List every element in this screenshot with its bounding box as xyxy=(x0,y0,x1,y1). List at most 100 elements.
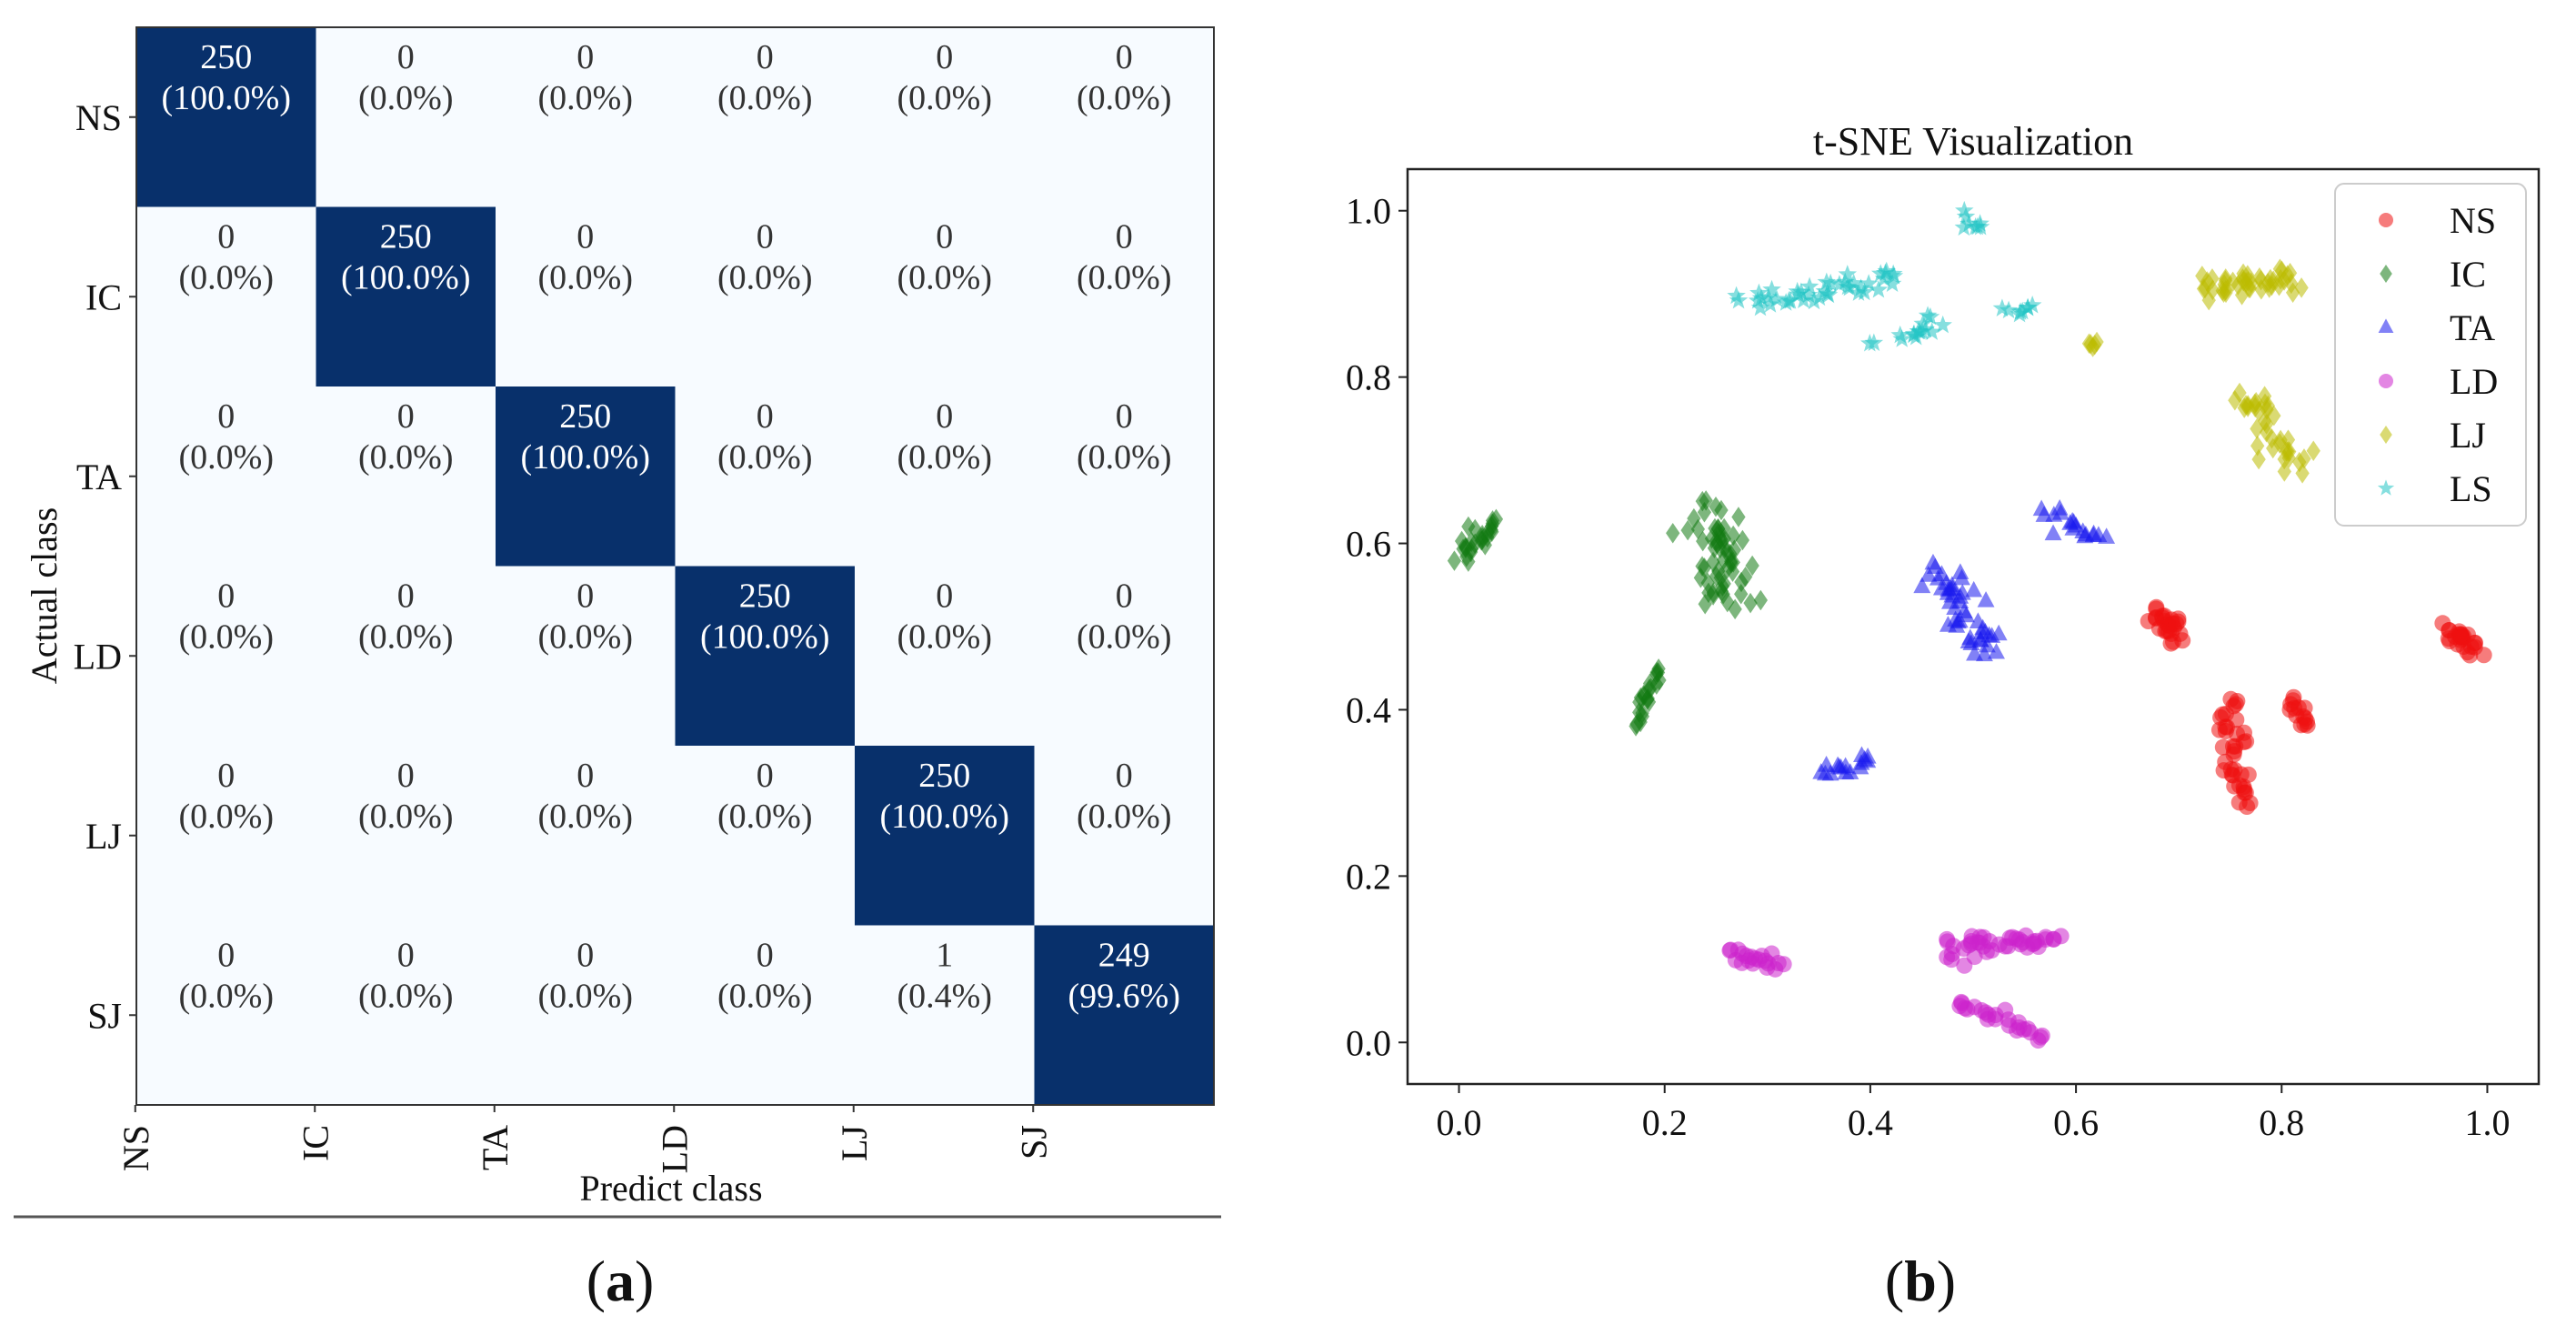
tsne-point xyxy=(1913,577,1931,594)
tsne-point xyxy=(1461,516,1476,537)
tsne-point xyxy=(1849,283,1869,301)
cm-cell-count: 0 xyxy=(576,218,594,256)
cm-cell-count: 0 xyxy=(1116,577,1133,616)
cm-cell-percent: (100.0%) xyxy=(162,79,291,117)
cm-x-axis-label: Predict class xyxy=(579,1168,762,1209)
cm-cell xyxy=(855,566,1035,746)
tsne-y-tick-label: 1.0 xyxy=(1346,191,1391,232)
tsne-point xyxy=(1718,537,1732,558)
tsne-y-tick-label: 0.6 xyxy=(1346,524,1391,565)
cm-cell xyxy=(496,386,676,567)
tsne-point xyxy=(1791,282,1811,301)
tsne-point xyxy=(2195,266,2210,286)
cm-cell-count: 249 xyxy=(1098,937,1150,975)
tsne-legend-box xyxy=(2334,183,2527,527)
tsne-x-tick-label: 0.4 xyxy=(1848,1102,1893,1143)
cm-cell-count: 0 xyxy=(217,577,235,616)
cm-cell xyxy=(136,206,316,386)
tsne-y-tick-label: 0.4 xyxy=(1346,689,1391,730)
tsne-y-tick-label: 0.2 xyxy=(1346,856,1391,897)
cm-cell xyxy=(316,206,496,386)
cm-cell-count: 0 xyxy=(1116,218,1133,256)
tsne-point xyxy=(2273,268,2288,290)
tsne-point xyxy=(2295,463,2310,484)
tsne-legend-label: LS xyxy=(2450,468,2492,509)
cm-cell xyxy=(496,27,676,207)
tsne-point xyxy=(1877,261,1897,280)
tsne-point xyxy=(1829,275,1849,293)
tsne-point xyxy=(1642,673,1658,694)
cm-cell-percent: (0.0%) xyxy=(358,618,453,657)
tsne-point xyxy=(2239,798,2256,816)
tsne-point xyxy=(2217,718,2234,736)
tsne-point xyxy=(1922,322,1941,340)
cm-cell-count: 0 xyxy=(936,38,953,76)
tsne-series-ld xyxy=(1721,927,2070,1049)
tsne-point xyxy=(1727,539,1742,560)
cm-cell xyxy=(675,27,855,207)
tsne-point xyxy=(2467,634,2484,651)
cm-cell-count: 250 xyxy=(918,757,970,795)
cm-cell-percent: (0.4%) xyxy=(897,978,992,1016)
tsne-point xyxy=(1818,756,1836,772)
tsne-point xyxy=(1720,591,1735,613)
tsne-point xyxy=(1734,583,1749,605)
tsne-series-ic xyxy=(1447,490,1769,737)
tsne-point xyxy=(2044,524,2062,541)
tsne-point xyxy=(2219,282,2233,304)
tsne-point xyxy=(1447,550,1462,571)
cm-cell-percent: (0.0%) xyxy=(358,438,453,477)
tsne-point xyxy=(2244,272,2259,294)
tsne-y-tick-label: 0.0 xyxy=(1346,1022,1391,1063)
tsne-point xyxy=(1864,333,1884,351)
confusion-matrix: 250(100.0%)0(0.0%)0(0.0%)0(0.0%)0(0.0%)0… xyxy=(74,26,1215,1173)
cm-cell xyxy=(316,27,496,207)
tsne-legend-label: LD xyxy=(2450,361,2498,402)
tsne-point xyxy=(1953,584,1971,600)
cm-cell-percent: (0.0%) xyxy=(1077,79,1171,117)
tsne-series-ta xyxy=(1812,499,2116,781)
tsne-point xyxy=(1745,555,1759,577)
cm-cell xyxy=(316,386,496,567)
tsne-point xyxy=(1767,289,1787,307)
cm-cell-percent: (0.0%) xyxy=(538,618,633,657)
tsne-point xyxy=(1750,297,1770,316)
panel-a-letter: a xyxy=(606,1249,635,1313)
tsne-point xyxy=(1804,291,1824,310)
tsne-point xyxy=(1980,626,1999,643)
tsne-point xyxy=(2277,461,2291,482)
tsne-point xyxy=(1988,642,2005,659)
tsne-point xyxy=(1817,272,1837,291)
tsne-point xyxy=(2475,647,2492,664)
cm-cell xyxy=(1034,206,1214,386)
tsne-point xyxy=(1735,529,1750,551)
cm-cell xyxy=(675,386,855,567)
tsne-legend-marker xyxy=(2380,426,2392,444)
cm-cell xyxy=(1034,746,1214,926)
cm-cell-count: 0 xyxy=(576,577,594,616)
svg-text:(a): (a) xyxy=(586,1249,655,1313)
tsne-point xyxy=(2168,615,2185,632)
tsne-point xyxy=(2251,401,2266,422)
cm-y-tick-label: TA xyxy=(76,457,122,497)
tsne-point xyxy=(1690,518,1706,540)
tsne-legend-marker xyxy=(2378,318,2394,333)
tsne-point xyxy=(1821,764,1839,781)
cm-cell-percent: (0.0%) xyxy=(179,798,274,836)
cm-cell-percent: (0.0%) xyxy=(538,259,633,297)
tsne-point xyxy=(1468,518,1482,540)
tsne-point xyxy=(1760,295,1780,313)
tsne-point xyxy=(1749,283,1769,302)
cm-cell-percent: (0.0%) xyxy=(717,978,812,1016)
cm-cell xyxy=(855,27,1035,207)
tsne-point xyxy=(1978,943,1995,960)
cm-cell-count: 0 xyxy=(757,937,774,975)
tsne-point xyxy=(1799,276,1819,296)
tsne-point xyxy=(1943,951,1960,969)
cm-cell-count: 0 xyxy=(757,757,774,795)
tsne-point xyxy=(1716,584,1730,605)
cm-cell-count: 0 xyxy=(576,937,594,975)
tsne-point xyxy=(1794,290,1813,309)
tsne-point xyxy=(2012,301,2032,320)
